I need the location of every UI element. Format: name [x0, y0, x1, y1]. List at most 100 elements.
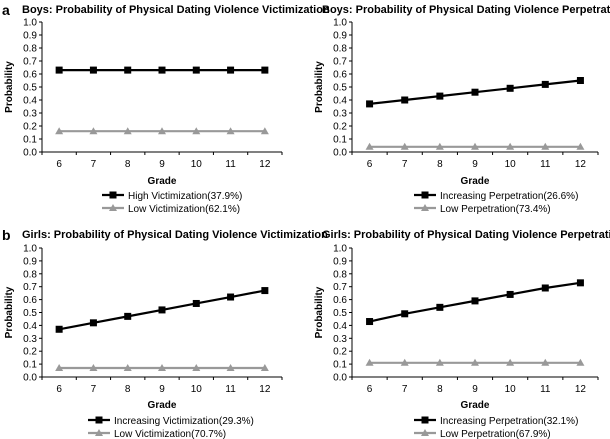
- data-point: [506, 290, 514, 298]
- data-point: [400, 142, 409, 150]
- y-tick-label: 0.7: [23, 282, 37, 293]
- x-tick-label: 8: [125, 159, 131, 170]
- data-point: [576, 279, 584, 287]
- y-tick-label: 0.7: [23, 57, 37, 68]
- x-tick-label: 6: [367, 159, 373, 170]
- y-tick-label: 0.7: [333, 282, 347, 293]
- legend-label: Low Perpetration(67.9%): [440, 429, 551, 439]
- x-tick-label: 12: [575, 159, 587, 170]
- x-tick-label: 6: [367, 384, 373, 395]
- x-tick-label: 11: [225, 159, 236, 170]
- y-tick-label: 0.0: [333, 148, 347, 159]
- data-point: [365, 142, 374, 150]
- x-tick-label: 8: [125, 384, 131, 395]
- data-point: [506, 358, 515, 366]
- series-1: Increasing Perpetration(26.6%): [366, 77, 584, 202]
- data-point: [89, 363, 98, 371]
- y-tick-label: 0.0: [23, 148, 37, 159]
- y-tick-label: 0.9: [23, 256, 37, 267]
- legend-label: Low Victimization(70.7%): [114, 429, 226, 439]
- data-point: [226, 127, 235, 135]
- legend-label: Low Victimization(62.1%): [128, 204, 240, 215]
- data-point: [576, 358, 585, 366]
- x-tick-label: 7: [91, 384, 97, 395]
- y-axis-label: Probability: [4, 286, 15, 338]
- data-point: [192, 363, 201, 371]
- legend-marker: [95, 429, 103, 436]
- series-1: Increasing Perpetration(32.1%): [366, 279, 584, 427]
- x-tick-label: 6: [56, 384, 62, 395]
- data-point: [260, 363, 269, 371]
- y-tick-label: 0.9: [23, 31, 37, 42]
- data-point: [226, 363, 235, 371]
- y-tick-label: 0.9: [333, 31, 347, 42]
- y-tick-label: 1.0: [333, 18, 347, 29]
- data-point: [541, 142, 550, 150]
- y-tick-label: 1.0: [333, 244, 347, 255]
- y-tick-label: 0.2: [333, 347, 347, 358]
- y-tick-label: 0.3: [333, 109, 347, 120]
- x-tick-label: 12: [575, 384, 587, 395]
- data-point: [123, 363, 132, 371]
- data-point: [192, 66, 200, 74]
- y-tick-label: 0.2: [23, 347, 37, 358]
- chart-title: Boys: Probability of Physical Dating Vio…: [322, 4, 610, 16]
- legend-label: High Victimization(37.9%): [128, 191, 242, 202]
- chart-2: Boys: Probability of Physical Dating Vio…: [314, 4, 610, 215]
- data-point: [471, 358, 479, 366]
- data-point: [506, 142, 515, 150]
- data-point: [471, 142, 479, 150]
- y-tick-label: 0.0: [23, 373, 37, 384]
- series-2: Low Victimization(70.7%): [55, 363, 269, 439]
- y-tick-label: 0.3: [23, 109, 37, 120]
- data-point: [55, 127, 64, 135]
- chart-4: Girls: Probability of Physical Dating Vi…: [314, 229, 610, 439]
- x-tick-label: 11: [540, 384, 551, 395]
- data-point: [366, 100, 374, 108]
- y-tick-label: 0.0: [333, 373, 347, 384]
- data-point: [401, 310, 409, 318]
- legend-marker: [95, 416, 103, 424]
- y-tick-label: 0.8: [333, 269, 347, 280]
- chart-title: Boys: Probability of Physical Dating Vio…: [22, 4, 330, 16]
- legend-marker: [421, 429, 429, 436]
- data-point: [471, 297, 479, 305]
- x-tick-label: 7: [402, 159, 408, 170]
- data-point: [158, 363, 166, 371]
- legend-label: Increasing Perpetration(32.1%): [440, 416, 578, 427]
- y-tick-label: 0.1: [333, 360, 347, 371]
- panel-label-b: b: [2, 227, 11, 243]
- y-tick-label: 0.6: [333, 70, 347, 81]
- y-tick-label: 0.5: [333, 308, 347, 319]
- x-tick-label: 9: [472, 159, 478, 170]
- series-2: Low Perpetration(67.9%): [365, 358, 585, 439]
- legend-marker: [109, 204, 117, 211]
- data-point: [123, 127, 132, 135]
- chart-3: Girls: Probability of Physical Dating Vi…: [4, 229, 328, 439]
- y-axis-label: Probability: [314, 61, 325, 113]
- y-tick-label: 0.5: [333, 83, 347, 94]
- y-axis-label: Probability: [4, 61, 15, 113]
- x-axis-label: Grade: [461, 400, 490, 411]
- data-point: [158, 127, 166, 135]
- y-tick-label: 0.9: [333, 256, 347, 267]
- y-tick-label: 0.8: [333, 44, 347, 55]
- data-point: [435, 358, 444, 366]
- y-tick-label: 0.4: [23, 96, 37, 107]
- x-tick-label: 9: [472, 384, 478, 395]
- y-tick-label: 0.3: [23, 334, 37, 345]
- data-point: [124, 312, 132, 320]
- data-point: [541, 80, 549, 88]
- y-tick-label: 0.4: [23, 321, 37, 332]
- data-point: [227, 66, 235, 74]
- data-point: [55, 363, 64, 371]
- data-point: [576, 77, 584, 84]
- x-tick-label: 9: [159, 159, 165, 170]
- y-tick-label: 0.2: [23, 122, 37, 133]
- x-axis-label: Grade: [148, 400, 177, 411]
- legend-label: Low Perpetration(73.4%): [440, 204, 551, 215]
- x-tick-label: 10: [191, 384, 203, 395]
- y-tick-label: 0.6: [23, 295, 37, 306]
- x-tick-label: 10: [191, 159, 203, 170]
